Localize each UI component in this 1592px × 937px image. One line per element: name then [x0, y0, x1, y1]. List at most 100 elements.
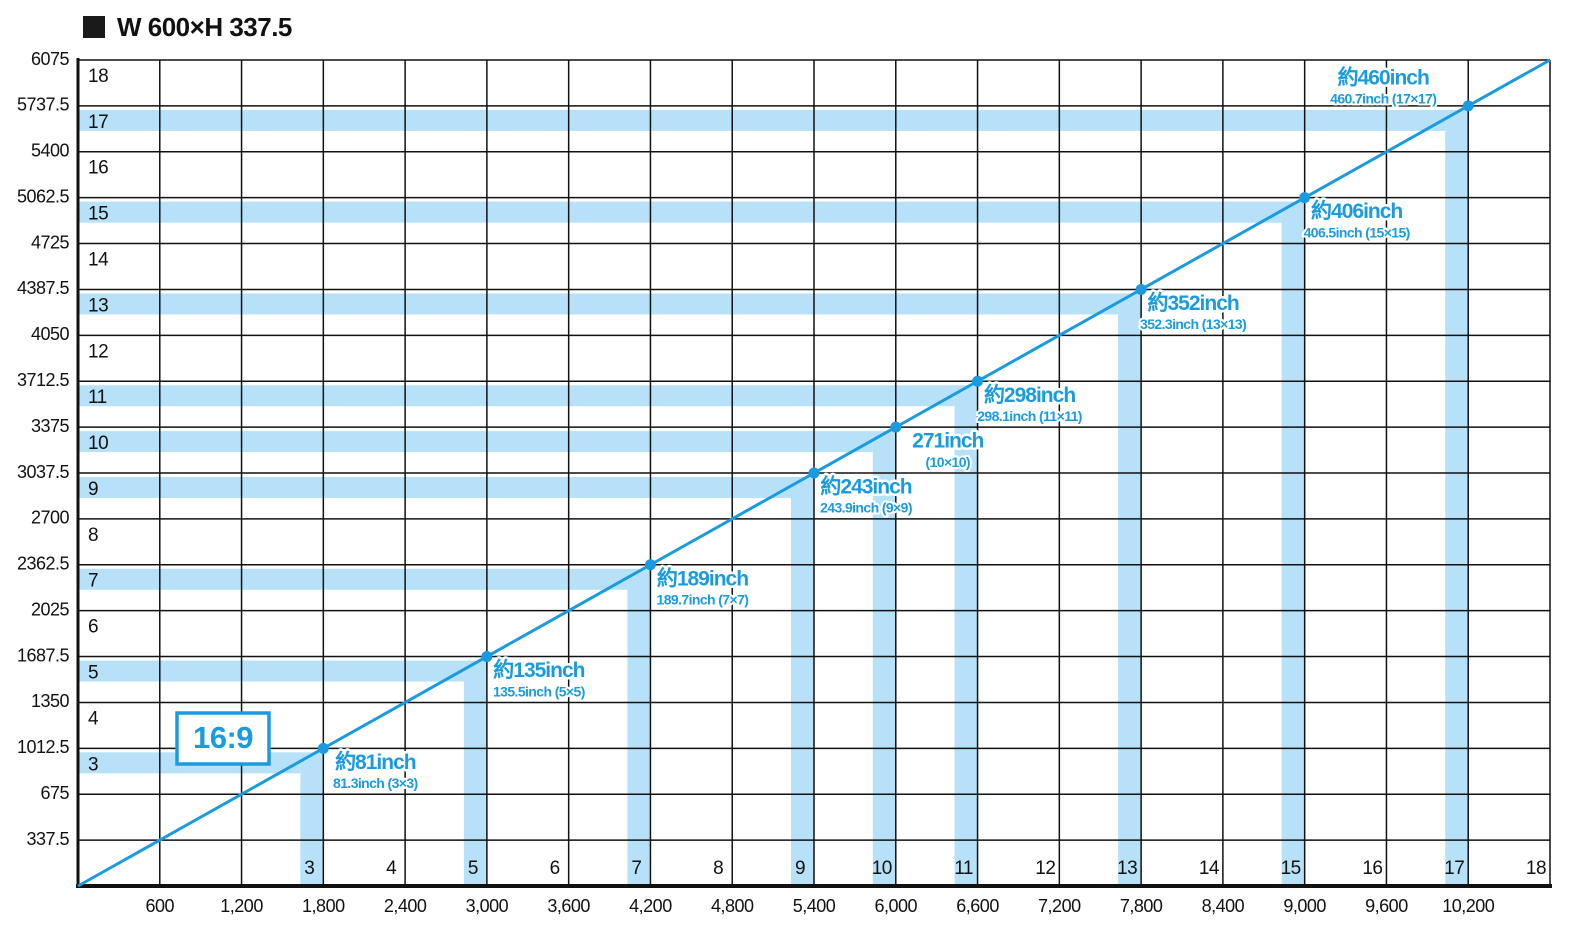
y-tick-label: 6075 — [31, 49, 70, 69]
row-band — [78, 477, 791, 498]
column-band — [300, 752, 324, 886]
point-sublabel: (10×10) — [926, 454, 970, 470]
row-label: 9 — [88, 479, 98, 500]
row-label: 11 — [88, 387, 107, 408]
point — [1135, 283, 1147, 295]
x-tick-label: 6,600 — [956, 896, 999, 916]
y-tick-label: 1687.5 — [17, 645, 70, 665]
column-label: 3 — [304, 858, 314, 879]
point-label: 約406inch — [1311, 199, 1402, 223]
y-tick-label: 2700 — [31, 508, 70, 528]
column-label: 6 — [550, 858, 560, 879]
column-band — [463, 660, 487, 886]
point-sublabel: 81.3inch (3×3) — [333, 775, 418, 791]
x-tick-label: 2,400 — [384, 896, 427, 916]
row-label: 8 — [88, 525, 98, 546]
y-tick-label: 337.5 — [26, 829, 69, 849]
row-band — [78, 385, 955, 407]
point-label: 約243inch — [820, 475, 911, 499]
x-tick-label: 1,200 — [220, 896, 263, 916]
column-label: 4 — [386, 858, 397, 879]
point — [1462, 100, 1474, 112]
y-tick-label: 3712.5 — [17, 370, 70, 390]
row-band — [78, 660, 464, 682]
column-band — [1445, 109, 1469, 886]
x-tick-label: 7,800 — [1120, 896, 1163, 916]
point — [644, 559, 656, 571]
row-label: 6 — [88, 617, 98, 638]
column-label: 17 — [1444, 858, 1464, 879]
column-band — [954, 385, 978, 886]
point-label: 約81inch — [335, 750, 416, 774]
y-tick-label: 2025 — [31, 599, 70, 619]
point — [972, 375, 984, 387]
column-band — [1281, 201, 1305, 886]
row-label: 5 — [88, 663, 98, 684]
row-label: 7 — [88, 571, 98, 592]
y-tick-label: 1350 — [31, 691, 70, 711]
point-label: 約298inch — [984, 383, 1075, 407]
row-band — [78, 201, 1282, 223]
x-tick-label: 3,000 — [466, 896, 509, 916]
row-label: 3 — [88, 754, 98, 775]
chart-title: W 600×H 337.5 — [117, 12, 292, 42]
point-sublabel: 352.3inch (13×13) — [1140, 316, 1246, 332]
y-tick-label: 4050 — [31, 324, 70, 344]
column-label: 8 — [713, 858, 723, 879]
point — [808, 467, 820, 479]
point — [1299, 192, 1311, 204]
point-label: 約189inch — [657, 566, 748, 590]
point-sublabel: 406.5inch (15×15) — [1304, 224, 1410, 240]
column-label: 18 — [1526, 858, 1546, 879]
row-label: 12 — [88, 341, 108, 362]
row-label: 16 — [88, 158, 108, 179]
badge-box — [175, 711, 271, 766]
row-label: 15 — [88, 204, 108, 225]
x-tick-label: 4,800 — [711, 896, 754, 916]
x-tick-label: 5,400 — [793, 896, 836, 916]
row-label: 13 — [88, 295, 108, 316]
column-band — [627, 568, 651, 886]
point-label: 約135inch — [493, 658, 584, 682]
column-label: 14 — [1199, 858, 1220, 879]
x-tick-label: 7,200 — [1038, 896, 1081, 916]
y-tick-label: 5062.5 — [17, 186, 70, 206]
point-sublabel: 298.1inch (11×11) — [977, 408, 1082, 424]
y-tick-label: 2362.5 — [17, 554, 70, 574]
x-tick-label: 4,200 — [629, 896, 672, 916]
y-tick-label: 5400 — [31, 141, 70, 161]
x-tick-label: 1,800 — [302, 896, 345, 916]
column-label: 5 — [468, 858, 478, 879]
row-label: 14 — [88, 250, 109, 271]
point-sublabel: 460.7inch (17×17) — [1330, 91, 1436, 107]
y-tick-label: 5737.5 — [17, 95, 70, 115]
x-tick-label: 9,600 — [1365, 896, 1408, 916]
y-tick-label: 1012.5 — [17, 737, 70, 757]
y-tick-label: 4725 — [31, 232, 70, 252]
y-tick-label: 4387.5 — [17, 278, 70, 298]
column-band — [791, 477, 814, 886]
column-band — [872, 431, 896, 886]
badge: 16:9 — [193, 720, 253, 755]
row-label: 18 — [88, 66, 108, 87]
point — [317, 742, 329, 754]
point-label: 271inch — [912, 430, 983, 453]
point-sublabel: 135.5inch (5×5) — [493, 683, 585, 699]
point-sublabel: 243.9inch (9×9) — [820, 500, 912, 516]
row-band — [78, 568, 628, 590]
x-tick-label: 9,000 — [1283, 896, 1326, 916]
column-label: 16 — [1362, 858, 1382, 879]
row-label: 4 — [88, 708, 99, 729]
x-tick-label: 10,200 — [1442, 896, 1495, 916]
point — [481, 651, 493, 663]
row-label: 17 — [88, 112, 108, 133]
title-marker — [83, 16, 105, 38]
y-tick-label: 675 — [40, 783, 69, 803]
column-label: 11 — [954, 858, 973, 879]
column-band — [1118, 293, 1142, 886]
row-label: 10 — [88, 433, 108, 454]
column-label: 10 — [872, 858, 892, 879]
column-label: 15 — [1281, 858, 1301, 879]
column-label: 12 — [1035, 858, 1055, 879]
